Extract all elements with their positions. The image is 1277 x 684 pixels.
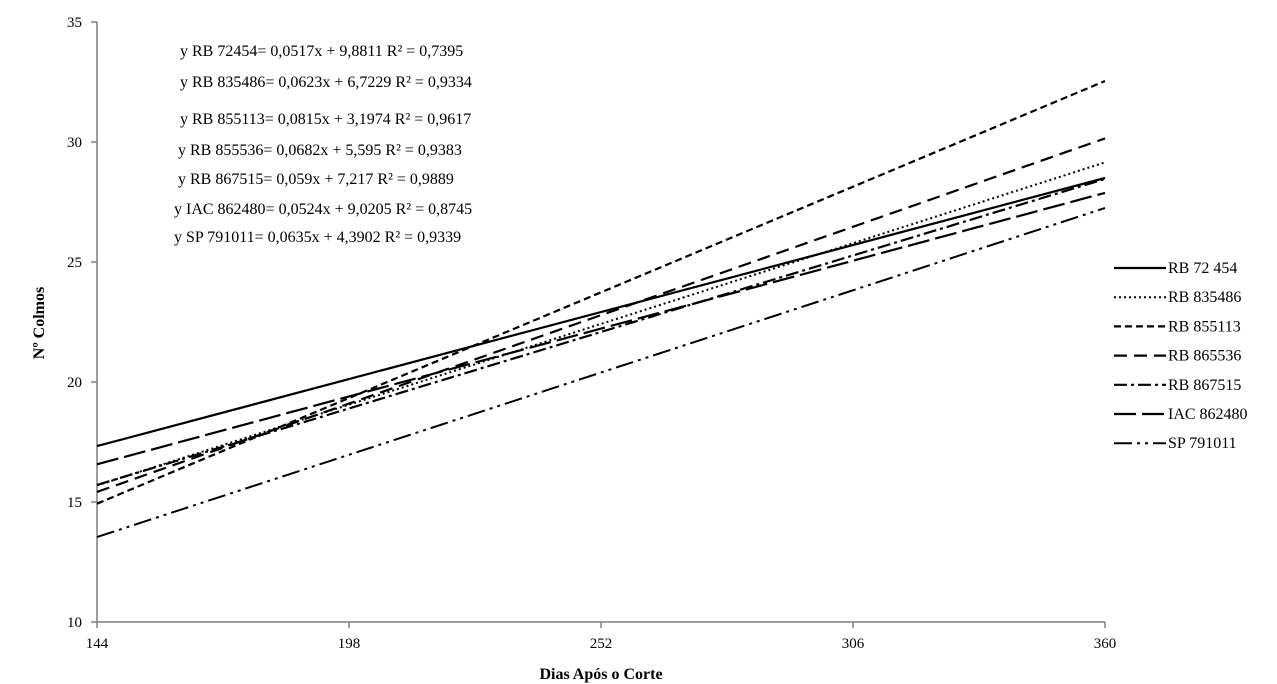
y-tick-label: 35 bbox=[67, 15, 82, 31]
legend: RB 72 454 RB 835486 RB 855113 RB 865536 RB 8… bbox=[1114, 260, 1248, 452]
legend-label: RB 835486 bbox=[1168, 289, 1241, 306]
equation-label: y RB 855536= 0,0682x + 5,595 R² = 0,9383 bbox=[178, 142, 462, 159]
series-line bbox=[96, 176, 1106, 448]
legend-label: RB 865536 bbox=[1168, 348, 1241, 365]
equation-annotations: y RB 72454= 0,0517x + 9,8811 R² = 0,7395… bbox=[174, 43, 472, 246]
legend-label: SP 791011 bbox=[1168, 435, 1237, 452]
series-line bbox=[96, 177, 1106, 487]
equation-label: y RB 867515= 0,059x + 7,217 R² = 0,9889 bbox=[178, 171, 454, 188]
x-tick-label: 144 bbox=[86, 636, 109, 652]
series-line bbox=[96, 207, 1106, 538]
series-line bbox=[96, 191, 1106, 466]
equation-label: y RB 72454= 0,0517x + 9,8811 R² = 0,7395 bbox=[180, 43, 463, 60]
x-tick-label: 252 bbox=[590, 636, 613, 652]
y-tick-label: 30 bbox=[67, 135, 82, 151]
legend-label: RB 867515 bbox=[1168, 377, 1241, 394]
series-lines bbox=[96, 80, 1106, 538]
x-tick-label: 198 bbox=[338, 636, 361, 652]
y-tick-label: 20 bbox=[67, 375, 82, 391]
equation-label: y IAC 862480= 0,0524x + 9,0205 R² = 0,87… bbox=[174, 201, 472, 218]
y-tick-label: 10 bbox=[67, 615, 82, 631]
y-axis-title: Nº Colmos bbox=[31, 287, 48, 359]
equation-label: y RB 855113= 0,0815x + 3,1974 R² = 0,961… bbox=[180, 111, 471, 128]
series-line bbox=[96, 161, 1106, 487]
x-axis-title: Dias Após o Corte bbox=[539, 666, 662, 683]
y-tick-label: 25 bbox=[67, 255, 82, 271]
legend-label: IAC 862480 bbox=[1168, 406, 1248, 423]
x-tick-label: 360 bbox=[1094, 636, 1117, 652]
equation-label: y RB 835486= 0,0623x + 6,7229 R² = 0,933… bbox=[180, 74, 472, 91]
legend-label: RB 855113 bbox=[1168, 318, 1241, 335]
series-line bbox=[96, 137, 1106, 493]
y-tick-label: 15 bbox=[67, 495, 82, 511]
equation-label: y SP 791011= 0,0635x + 4,3902 R² = 0,933… bbox=[174, 229, 461, 246]
ticks: 10 15 20 25 30 35 144 198 252 306 360 bbox=[67, 15, 1116, 652]
legend-label: RB 72 454 bbox=[1168, 260, 1237, 277]
x-tick-label: 306 bbox=[842, 636, 865, 652]
